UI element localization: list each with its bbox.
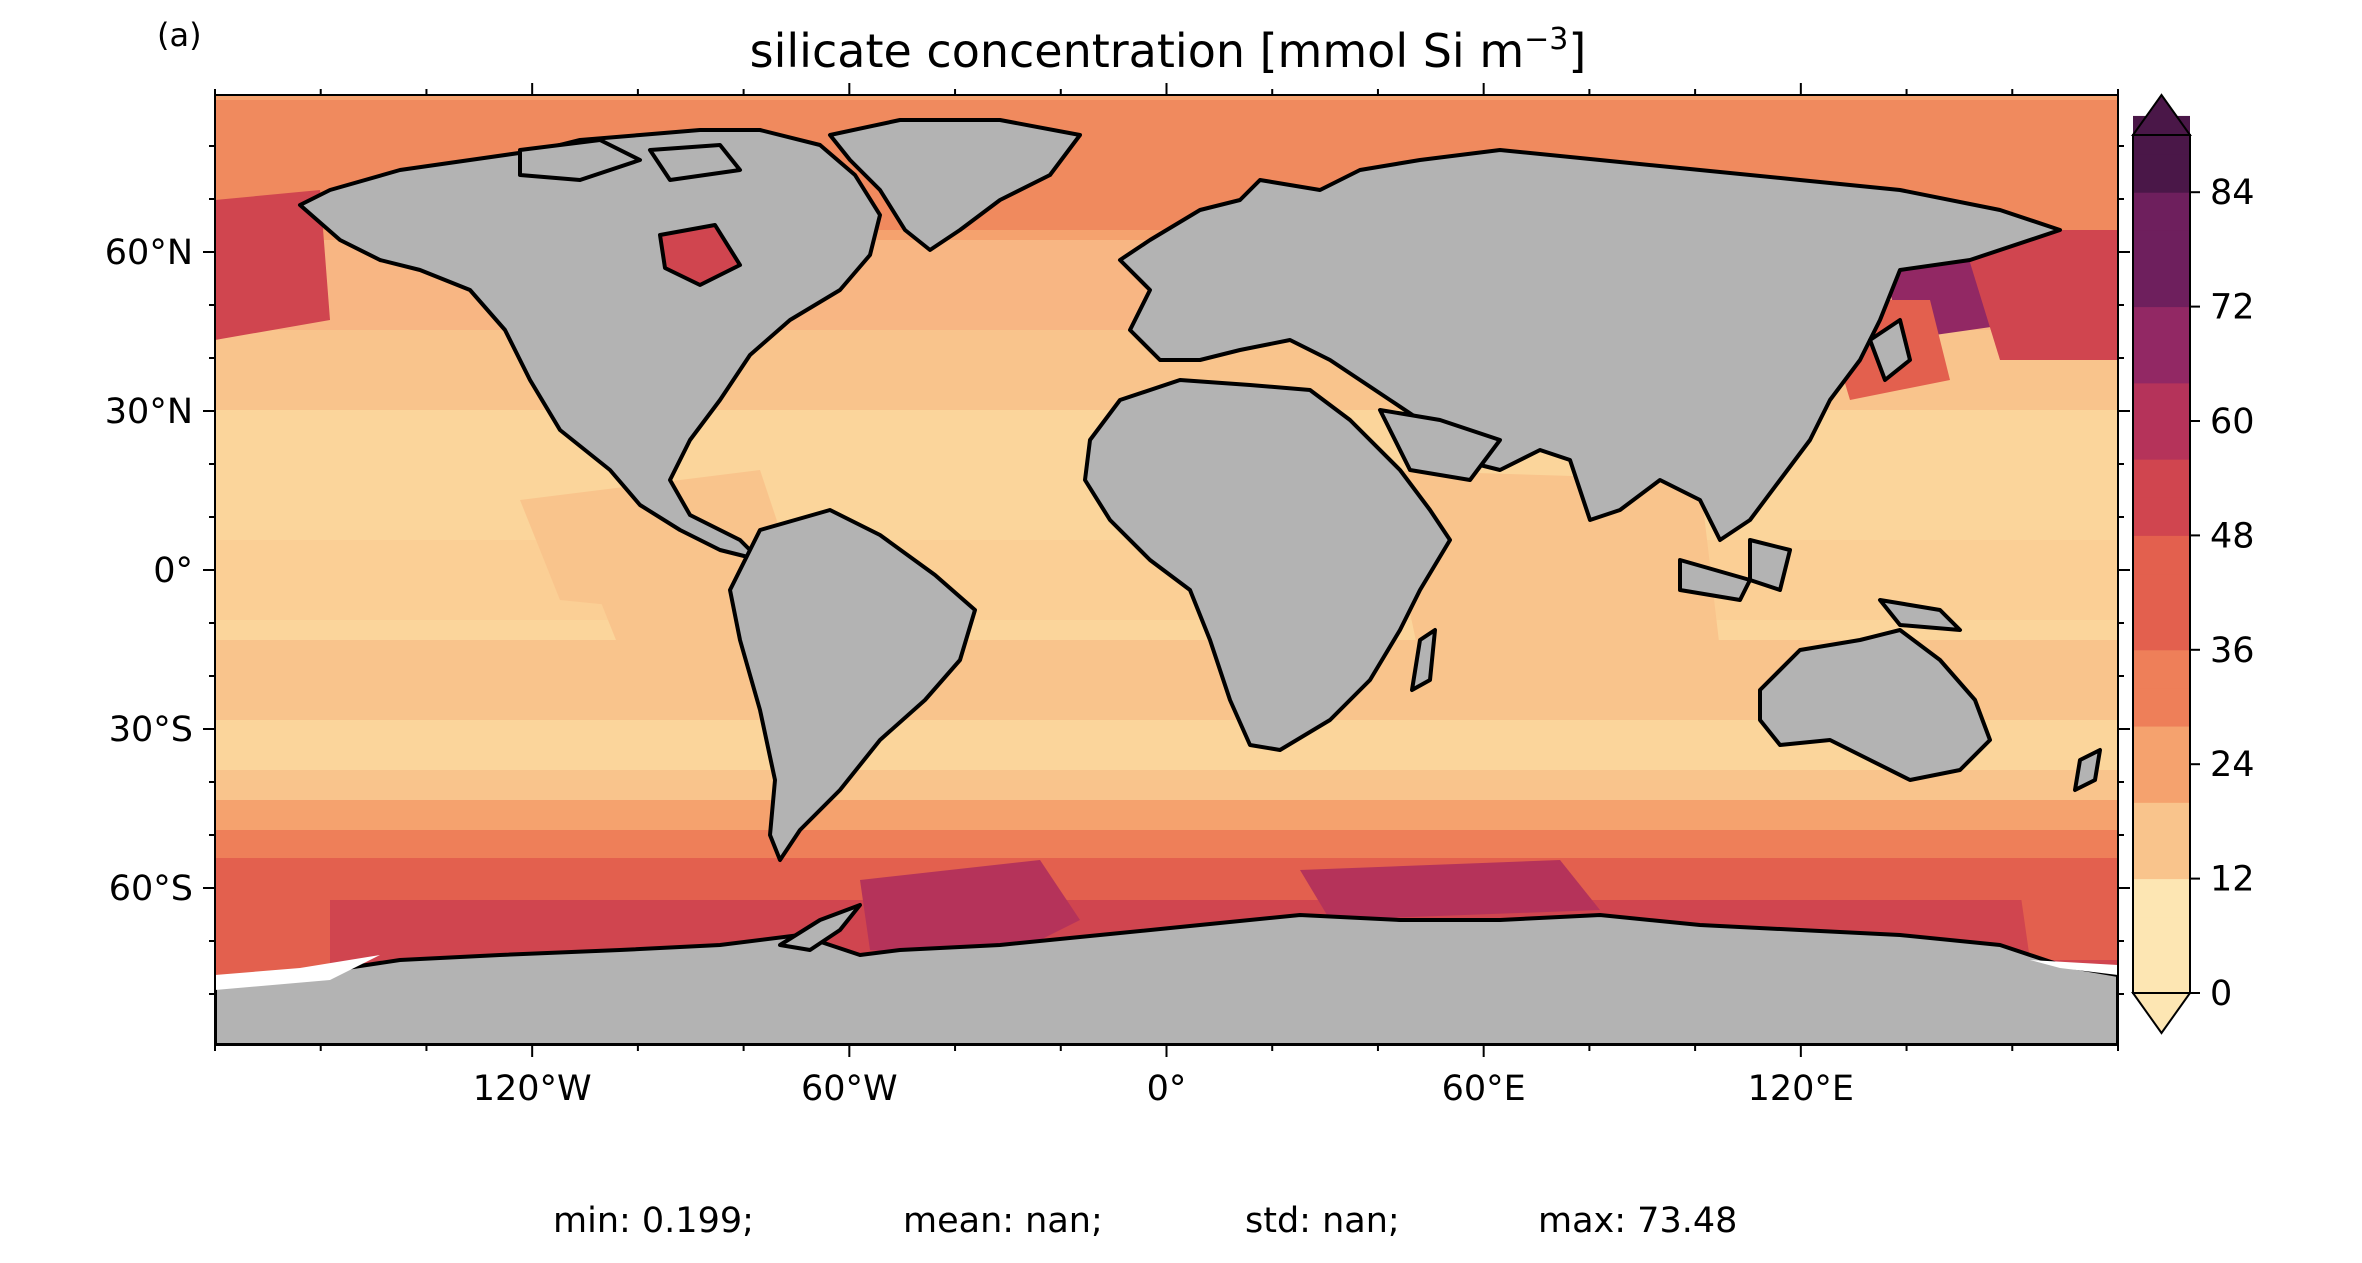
south-america <box>728 508 977 862</box>
colorbar-band <box>2133 192 2190 231</box>
colorbar: 0 12 24 36 48 60 72 84 <box>2131 93 2255 1035</box>
colorbar-frame <box>2132 134 2191 994</box>
lon-tick-label: 0° <box>1147 1069 1187 1109</box>
stats-line: min: 0.199; mean: nan; std: nan; max: 73… <box>553 1201 1737 1241</box>
lon-tick-label: 60°W <box>801 1069 898 1109</box>
lon-tick-label: 120°W <box>473 1069 592 1109</box>
colorbar-band <box>2133 611 2190 651</box>
colorbar-band <box>2133 840 2190 880</box>
land-masses <box>215 118 2118 1045</box>
colorbar-band <box>2133 154 2190 193</box>
lon-tick-label: 60°E <box>1442 1069 1526 1109</box>
colorbar-band <box>2133 649 2190 689</box>
colorbar-band <box>2133 878 2190 918</box>
colorbar-tick-label: 48 <box>2210 516 2255 556</box>
colorbar-band <box>2133 268 2190 308</box>
stat-min: min: 0.199; <box>553 1201 754 1241</box>
africa <box>1083 378 1452 752</box>
lat-tick-label: 30°S <box>109 710 193 750</box>
colorbar-band <box>2133 535 2190 575</box>
colorbar-band <box>2133 764 2190 803</box>
stat-mean: mean: nan; <box>903 1201 1103 1241</box>
colorbar-tick-label: 84 <box>2210 173 2255 213</box>
colorbar-tick-label: 72 <box>2210 288 2255 328</box>
colorbar-band <box>2133 687 2190 727</box>
lon-tick-label: 120°E <box>1748 1069 1854 1109</box>
colorbar-tick-label: 24 <box>2210 745 2255 785</box>
colorbar-extend-min <box>2131 992 2192 1035</box>
lat-tick-label: 30°N <box>105 392 193 432</box>
eurasia <box>1118 148 2062 542</box>
colorbar-band <box>2133 802 2190 841</box>
colorbar-tick-label: 12 <box>2210 860 2255 900</box>
colorbar-band <box>2133 421 2190 460</box>
colorbar-tick-label: 60 <box>2210 402 2255 442</box>
stat-std: std: nan; <box>1245 1201 1400 1241</box>
stat-max: max: 73.48 <box>1538 1201 1737 1241</box>
colorbar-band <box>2133 306 2190 346</box>
greenland <box>828 118 1082 252</box>
colorbar-band <box>2133 497 2190 536</box>
colorbar-band <box>2133 382 2190 422</box>
lat-tick-label: 0° <box>153 551 193 591</box>
lat-tick-label: 60°N <box>105 233 193 273</box>
colorbar-tick-label: 36 <box>2210 631 2255 671</box>
colorbar-band <box>2133 459 2190 498</box>
australia <box>1758 628 1992 782</box>
colorbar-tick-label: 0 <box>2210 974 2232 1014</box>
longitude-axis: 120°W 60°W 0° 60°E 120°E <box>214 83 2119 1109</box>
map-panel <box>215 95 2118 1045</box>
north-america <box>298 128 882 562</box>
panel-label: (a) <box>157 16 202 54</box>
map-title: silicate concentration [mmol Si m−3] <box>750 22 1587 78</box>
colorbar-band <box>2133 344 2190 384</box>
colorbar-extend-max <box>2131 93 2192 136</box>
colorbar-band <box>2133 573 2190 613</box>
lat-tick-label: 60°S <box>109 869 193 909</box>
colorbar-band <box>2133 954 2190 994</box>
latitude-axis: 60°N 30°N 0° 30°S 60°S <box>105 145 2130 995</box>
colorbar-band <box>2133 916 2190 956</box>
colorbar-band <box>2133 726 2190 765</box>
colorbar-band <box>2133 230 2190 269</box>
